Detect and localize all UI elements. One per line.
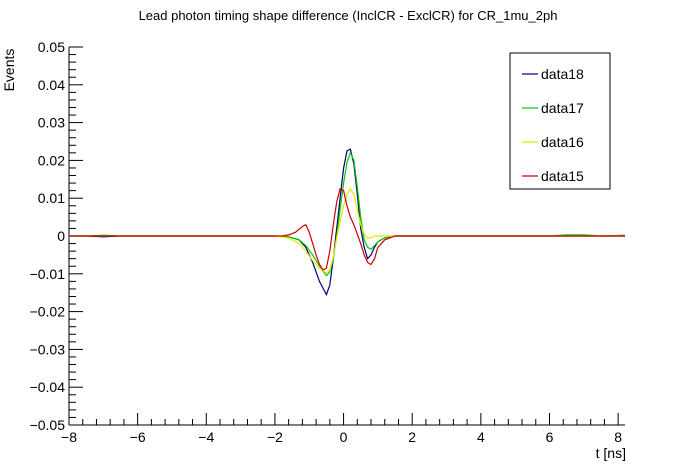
y-tick-label: 0 [57, 228, 65, 244]
x-tick-label: −4 [198, 429, 214, 445]
y-tick-label: 0.04 [38, 77, 65, 93]
x-tick-label: 8 [614, 429, 622, 445]
series-line-data15 [69, 187, 625, 271]
legend-label-data15: data15 [541, 168, 584, 184]
y-tick-label: 0.03 [38, 115, 65, 131]
legend-label-data18: data18 [541, 66, 584, 82]
chart-title: Lead photon timing shape difference (Inc… [139, 8, 558, 23]
x-tick-label: 4 [477, 429, 485, 445]
axes-layer: −0.05 −0.04 −0.03 −0.02 −0.01 0 0.01 0.02 0.03 0.… [30, 39, 625, 445]
legend-box [509, 52, 611, 190]
x-tick-label: −6 [130, 429, 146, 445]
y-tick-label: −0.04 [30, 379, 66, 395]
legend: data18 data17 data16 data15 [509, 52, 611, 190]
y-tick-label: −0.05 [30, 417, 66, 433]
y-tick-label: 0.05 [38, 39, 65, 55]
legend-label-data16: data16 [541, 134, 584, 150]
x-tick-label: 0 [340, 429, 348, 445]
y-tick-label: 0.01 [38, 190, 65, 206]
x-tick-label: −2 [267, 429, 283, 445]
y-tick-label: −0.02 [30, 304, 66, 320]
y-axis-title: Events [1, 49, 17, 92]
x-tick-label: 6 [546, 429, 554, 445]
x-tick-label: 2 [408, 429, 416, 445]
y-tick-label: −0.01 [30, 266, 66, 282]
x-tick-label: −8 [61, 429, 77, 445]
series-layer [69, 148, 626, 297]
y-tick-label: 0.02 [38, 152, 65, 168]
x-axis-title: t [ns] [596, 445, 626, 461]
legend-label-data17: data17 [541, 100, 584, 116]
y-tick-label: −0.03 [30, 341, 66, 357]
